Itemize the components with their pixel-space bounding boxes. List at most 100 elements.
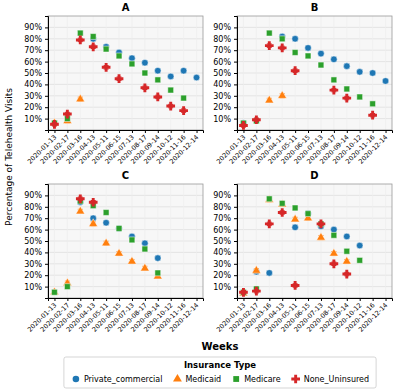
error-bar	[117, 226, 122, 230]
tick: 50%	[213, 69, 237, 78]
tick: 80%	[24, 203, 48, 212]
legend-item: None_Uninsured	[291, 375, 369, 384]
legend-label: Private_commercial	[84, 375, 163, 384]
grid-line	[93, 16, 94, 130]
tick-mark	[67, 130, 68, 133]
tick-mark	[234, 84, 237, 85]
tick-mark	[234, 62, 237, 63]
tick: 80%	[213, 35, 237, 44]
tick-mark	[93, 130, 94, 133]
x-axis: 2020-01-132020-02-172020-03-162020-04-13…	[215, 130, 393, 166]
point	[292, 205, 298, 211]
grid-line	[333, 184, 334, 298]
tick-mark	[308, 298, 309, 301]
tick-mark	[334, 130, 335, 133]
tick-label: 90%	[24, 23, 42, 32]
series	[239, 208, 351, 296]
tick: 2020-12-14	[357, 298, 389, 334]
point	[317, 220, 326, 229]
tick-mark	[45, 218, 48, 219]
error-bar	[52, 290, 57, 294]
grid-line	[308, 184, 309, 298]
error-bar	[267, 31, 272, 35]
point	[76, 94, 85, 102]
tick-mark	[45, 62, 48, 63]
tick: 40%	[24, 248, 48, 257]
point	[129, 61, 135, 67]
point	[52, 289, 58, 295]
grid	[237, 16, 392, 130]
point	[141, 83, 150, 92]
point	[252, 115, 261, 124]
point	[342, 94, 351, 103]
tick: 70%	[213, 214, 237, 223]
grid-line	[48, 95, 203, 96]
tick-mark	[347, 298, 348, 301]
tick: 60%	[213, 226, 237, 235]
point	[90, 34, 96, 40]
tick-label: 90%	[213, 191, 231, 200]
tick-mark	[234, 264, 237, 265]
grid-line	[48, 218, 203, 219]
point	[76, 194, 85, 203]
tick-mark	[106, 298, 107, 301]
tick-mark	[171, 298, 172, 301]
point	[357, 257, 363, 263]
tick-label: 2020-12-14	[357, 133, 389, 165]
grid-line	[237, 252, 392, 253]
point	[142, 59, 149, 66]
point	[344, 233, 351, 240]
tick-mark	[234, 230, 237, 231]
point	[167, 73, 174, 80]
point	[239, 288, 248, 296]
tick: 10%	[24, 115, 48, 124]
tick-mark	[45, 287, 48, 288]
grid-line	[237, 275, 392, 276]
tick-label: 30%	[213, 260, 231, 269]
tick-mark	[234, 107, 237, 108]
grid-line	[48, 241, 203, 242]
grid-line	[237, 206, 392, 207]
point	[291, 214, 300, 222]
tick-label: 10%	[213, 283, 231, 292]
tick-label: 20%	[24, 271, 42, 280]
point	[77, 30, 83, 36]
tick-mark	[282, 130, 283, 133]
tick-label: 70%	[24, 214, 42, 223]
tick-label: 50%	[213, 237, 231, 246]
point	[89, 198, 98, 207]
grid-line	[237, 195, 392, 196]
legend-symbol	[73, 376, 80, 383]
point	[305, 53, 311, 59]
tick: 20%	[24, 103, 48, 112]
point	[368, 111, 377, 120]
point	[239, 121, 248, 130]
grid-line	[346, 16, 347, 130]
point	[181, 95, 187, 101]
tick-mark	[45, 27, 48, 28]
series	[239, 41, 377, 129]
grid-line	[131, 16, 132, 130]
error-bar	[129, 238, 134, 242]
error-bar	[267, 197, 272, 201]
tick: 10%	[213, 283, 237, 292]
tick-mark	[373, 130, 374, 133]
tick-mark	[386, 298, 387, 301]
tick: 30%	[24, 92, 48, 101]
legend-label: Medicaid	[185, 375, 221, 384]
tick-mark	[45, 275, 48, 276]
point	[193, 74, 200, 81]
point	[180, 67, 187, 74]
panel: 10%20%30%40%50%60%70%80%90%2020-01-13202…	[24, 170, 203, 334]
legend-symbol	[291, 375, 300, 384]
tick-label: 2020-12-14	[168, 301, 200, 333]
point	[291, 66, 300, 75]
point	[103, 210, 109, 216]
point	[292, 36, 299, 43]
y-axis-title: Percentage of Telehealth Visits	[4, 88, 14, 226]
point	[357, 94, 363, 100]
tick-label: 60%	[24, 226, 42, 235]
grid-line	[196, 16, 197, 130]
tick-mark	[234, 195, 237, 196]
point	[116, 225, 123, 232]
